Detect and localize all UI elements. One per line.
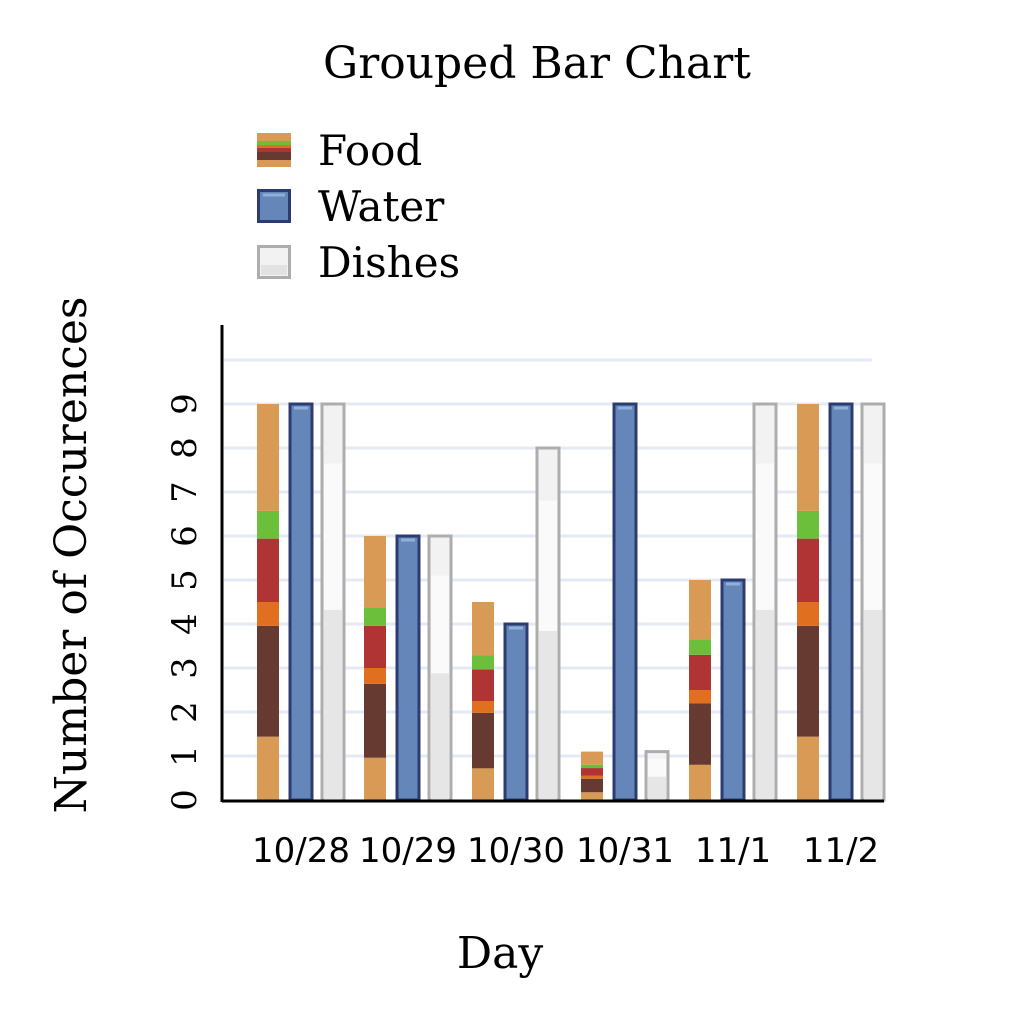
bar-food: [472, 602, 494, 800]
x-tick-label: 10/31: [576, 831, 674, 871]
bar-water: [503, 622, 529, 802]
dishes-icon: [257, 245, 291, 279]
y-axis-label: Number of Occurences: [46, 297, 97, 814]
y-tick-label: 6: [165, 525, 205, 547]
bar-dishes: [644, 750, 670, 802]
burger-icon: [257, 133, 291, 167]
bar-food: [257, 404, 279, 800]
bar-food: [581, 751, 603, 800]
water-icon: [257, 189, 291, 223]
bar-water: [395, 534, 421, 802]
bar-water: [288, 402, 314, 802]
bar-food: [364, 536, 386, 800]
legend-label: Water: [318, 182, 445, 231]
bar-food: [689, 580, 711, 800]
chart-title: Grouped Bar Chart: [323, 38, 751, 89]
legend: Food Water Dishes: [257, 126, 460, 287]
y-tick-label: 9: [165, 393, 205, 415]
x-tick-label: 10/30: [467, 831, 565, 871]
bar-dishes: [320, 402, 346, 802]
legend-item: Food: [257, 126, 422, 175]
y-tick-label: 8: [165, 437, 205, 459]
y-tick-label: 7: [165, 481, 205, 503]
legend-label: Dishes: [318, 238, 460, 287]
bar-dishes: [535, 446, 561, 802]
legend-label: Food: [318, 126, 422, 175]
bar-dishes: [427, 534, 453, 802]
x-tick-labels: 10/28 10/29 10/30 10/31 11/1 11/2: [252, 831, 879, 871]
bar-dishes: [752, 402, 778, 802]
bar-food: [797, 404, 819, 800]
x-tick-label: 11/2: [803, 831, 879, 871]
x-tick-label: 11/1: [695, 831, 771, 871]
y-tick-label: 3: [165, 657, 205, 679]
bar-water: [612, 402, 638, 802]
x-tick-label: 10/29: [359, 831, 457, 871]
y-tick-labels: 0 1 2 3 4 5 6 7 8 9: [165, 393, 205, 811]
y-tick-label: 4: [165, 613, 205, 635]
y-tick-label: 1: [165, 745, 205, 767]
legend-item: Water: [257, 182, 445, 231]
bar-water: [828, 402, 854, 802]
legend-item: Dishes: [257, 238, 460, 287]
y-tick-label: 0: [165, 789, 205, 811]
x-tick-label: 10/28: [252, 831, 350, 871]
bar-water: [720, 578, 746, 802]
x-axis-label: Day: [457, 928, 544, 979]
bar-dishes: [860, 402, 886, 802]
y-tick-label: 5: [165, 569, 205, 591]
y-tick-label: 2: [165, 701, 205, 723]
bars: [257, 402, 886, 802]
